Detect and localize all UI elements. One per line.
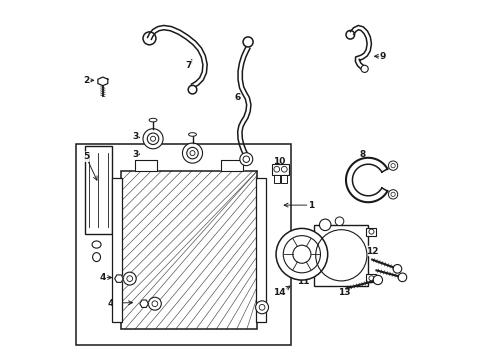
Circle shape xyxy=(147,133,159,144)
Ellipse shape xyxy=(92,241,101,248)
Text: 12: 12 xyxy=(365,247,378,256)
Circle shape xyxy=(368,229,373,234)
Bar xyxy=(85,146,112,234)
Text: 3: 3 xyxy=(132,150,138,159)
Circle shape xyxy=(368,276,373,281)
Bar xyxy=(112,178,122,321)
Circle shape xyxy=(190,150,195,156)
Circle shape xyxy=(243,156,249,162)
Polygon shape xyxy=(98,77,107,86)
Circle shape xyxy=(188,85,196,94)
Bar xyxy=(272,164,288,175)
Circle shape xyxy=(387,161,397,170)
Circle shape xyxy=(152,301,158,307)
Polygon shape xyxy=(221,160,242,171)
Circle shape xyxy=(292,245,310,263)
Circle shape xyxy=(397,273,406,282)
Bar xyxy=(274,175,279,183)
Bar xyxy=(366,274,376,282)
Text: 9: 9 xyxy=(379,52,386,61)
Text: 7: 7 xyxy=(185,61,192,70)
Polygon shape xyxy=(140,300,148,307)
Circle shape xyxy=(335,217,343,226)
Text: 3: 3 xyxy=(132,132,138,141)
Circle shape xyxy=(387,190,397,199)
Text: 4: 4 xyxy=(108,298,114,307)
Bar xyxy=(255,178,265,321)
Circle shape xyxy=(123,272,136,285)
Circle shape xyxy=(150,136,155,141)
Bar xyxy=(281,175,286,183)
Text: 10: 10 xyxy=(273,157,285,166)
Circle shape xyxy=(142,129,163,149)
Circle shape xyxy=(239,153,252,166)
Text: 11: 11 xyxy=(297,276,309,285)
Ellipse shape xyxy=(149,118,157,122)
Bar xyxy=(366,228,376,235)
Bar xyxy=(76,144,290,345)
Circle shape xyxy=(281,166,286,172)
Circle shape xyxy=(148,297,161,310)
Polygon shape xyxy=(346,158,386,202)
Circle shape xyxy=(319,219,330,230)
Circle shape xyxy=(390,163,394,168)
Circle shape xyxy=(392,265,401,273)
Text: 6: 6 xyxy=(234,93,240,102)
Text: 13: 13 xyxy=(337,288,350,297)
Ellipse shape xyxy=(188,133,196,136)
Circle shape xyxy=(360,65,367,72)
Text: 2: 2 xyxy=(83,76,90,85)
Text: 8: 8 xyxy=(359,150,365,159)
Circle shape xyxy=(259,305,264,310)
Polygon shape xyxy=(115,275,123,282)
Circle shape xyxy=(372,275,382,285)
Bar xyxy=(314,225,367,286)
Circle shape xyxy=(255,301,268,314)
Circle shape xyxy=(182,143,202,163)
Text: 5: 5 xyxy=(82,152,89,161)
Text: 4: 4 xyxy=(100,273,106,282)
Text: 1: 1 xyxy=(307,201,313,210)
Circle shape xyxy=(126,276,132,282)
Bar xyxy=(121,171,257,329)
Circle shape xyxy=(276,228,327,280)
Text: 14: 14 xyxy=(273,288,285,297)
Circle shape xyxy=(273,166,279,172)
Circle shape xyxy=(243,37,253,47)
Ellipse shape xyxy=(92,253,101,262)
Circle shape xyxy=(186,147,198,159)
Polygon shape xyxy=(135,160,156,171)
Circle shape xyxy=(390,192,394,197)
